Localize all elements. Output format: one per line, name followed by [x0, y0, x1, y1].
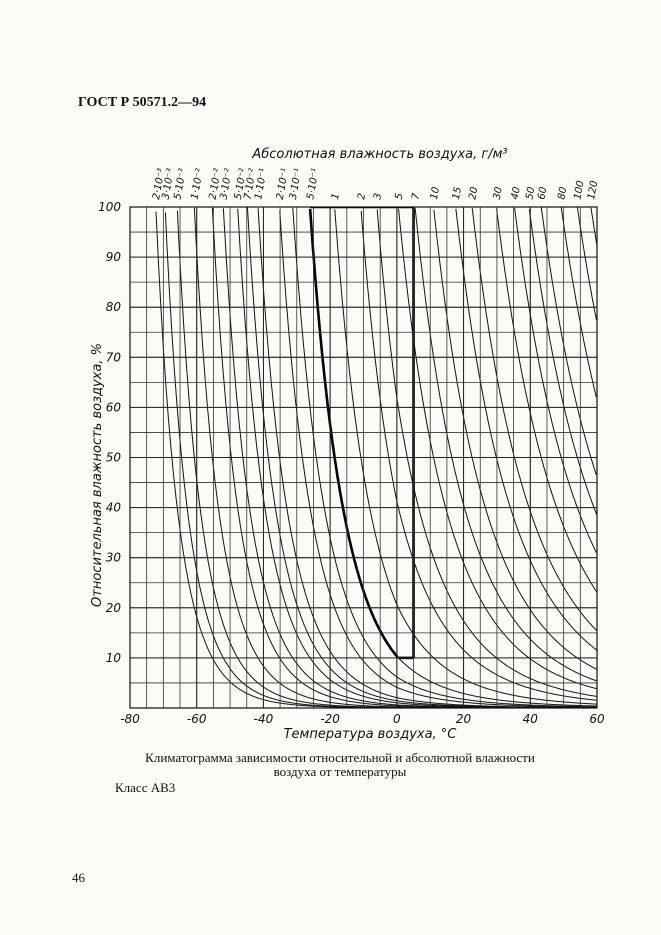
x-tick-label: -60	[187, 712, 207, 726]
x-tick-label: 40	[523, 712, 539, 726]
page-number: 46	[72, 870, 86, 885]
x-tick-label: 0	[393, 712, 401, 726]
y-tick-label: 10	[106, 651, 122, 665]
y-tick-label: 80	[106, 300, 122, 314]
x-tick-label: 20	[456, 712, 472, 726]
x-axis-label: Температура воздуха, °С	[284, 727, 458, 742]
humidity-curve	[176, 210, 597, 708]
humidity-curve	[590, 207, 597, 245]
humidity-curve	[398, 208, 597, 690]
curve-label: 2·10⁻³	[151, 168, 167, 201]
curve-label: 15	[451, 186, 464, 200]
humidity-curve	[360, 210, 597, 701]
humidity-curve	[528, 209, 597, 516]
header-title: ГОСТ Р 50571.2—94	[78, 95, 206, 110]
curve-label: 5·10⁻²	[233, 168, 249, 201]
humidity-curve	[433, 209, 597, 670]
curve-label: 5	[394, 192, 406, 200]
curve-label: 120	[586, 180, 600, 201]
curve-label: 7·10⁻²	[243, 168, 259, 201]
curve-label: 5·10⁻¹	[305, 168, 321, 201]
curve-label: 3·10⁻³	[160, 168, 176, 201]
curve-label: 80	[556, 186, 569, 200]
humidity-curve	[279, 210, 597, 708]
y-tick-label: 100	[98, 200, 121, 214]
y-tick-label: 40	[106, 501, 122, 515]
y-tick-label: 30	[106, 551, 122, 565]
humidity-curve	[455, 208, 597, 651]
y-tick-label: 60	[106, 400, 122, 414]
humidity-curve	[471, 208, 597, 631]
humidity-curve	[334, 209, 597, 705]
curve-label: 7	[410, 192, 422, 201]
humidity-curve	[540, 207, 597, 475]
curve-label: 40	[510, 186, 523, 200]
curve-label: 2·10⁻²	[208, 168, 224, 201]
curve-label: 2·10⁻¹	[275, 168, 291, 201]
humidity-curve	[514, 208, 597, 553]
caption: воздуха от температуры	[274, 764, 407, 779]
x-tick-label: 60	[589, 712, 605, 726]
curve-label: 3·10⁻¹	[288, 168, 304, 201]
x-tick-label: -40	[254, 712, 274, 726]
curve-label: 1	[330, 192, 342, 200]
humidity-curve	[560, 207, 597, 398]
y-tick-label: 70	[106, 350, 122, 364]
x-tick-label: -20	[320, 712, 340, 726]
curve-label: 2	[356, 192, 368, 200]
class-label: Класс АВ3	[115, 780, 175, 795]
top-axis-label: Абсолютная влажность воздуха, г/м³	[251, 147, 507, 162]
curve-label: 3·10⁻²	[219, 168, 235, 201]
curve-label: 20	[467, 186, 480, 200]
y-axis-label: Относительная влажность воздуха, %	[90, 343, 105, 607]
curve-label: 50	[524, 186, 537, 200]
curve-label: 60	[536, 186, 549, 200]
curve-label: 1·10⁻²	[190, 168, 206, 201]
curve-label: 100	[572, 180, 586, 201]
x-tick-label: -80	[120, 712, 140, 726]
y-tick-label: 50	[106, 451, 122, 465]
plot-frame	[129, 206, 598, 709]
curve-label: 30	[492, 186, 505, 200]
curve-label: 5·10⁻³	[172, 168, 188, 201]
humidity-curve	[292, 207, 597, 708]
humidity-curve	[257, 208, 597, 708]
y-tick-label: 90	[106, 250, 122, 264]
curve-label: 10	[429, 186, 442, 200]
curve-label: 3	[372, 192, 384, 200]
caption: Климатограмма зависимости относительной …	[145, 750, 535, 765]
y-tick-label: 20	[106, 601, 122, 615]
curve-label: 1·10⁻¹	[253, 168, 269, 201]
